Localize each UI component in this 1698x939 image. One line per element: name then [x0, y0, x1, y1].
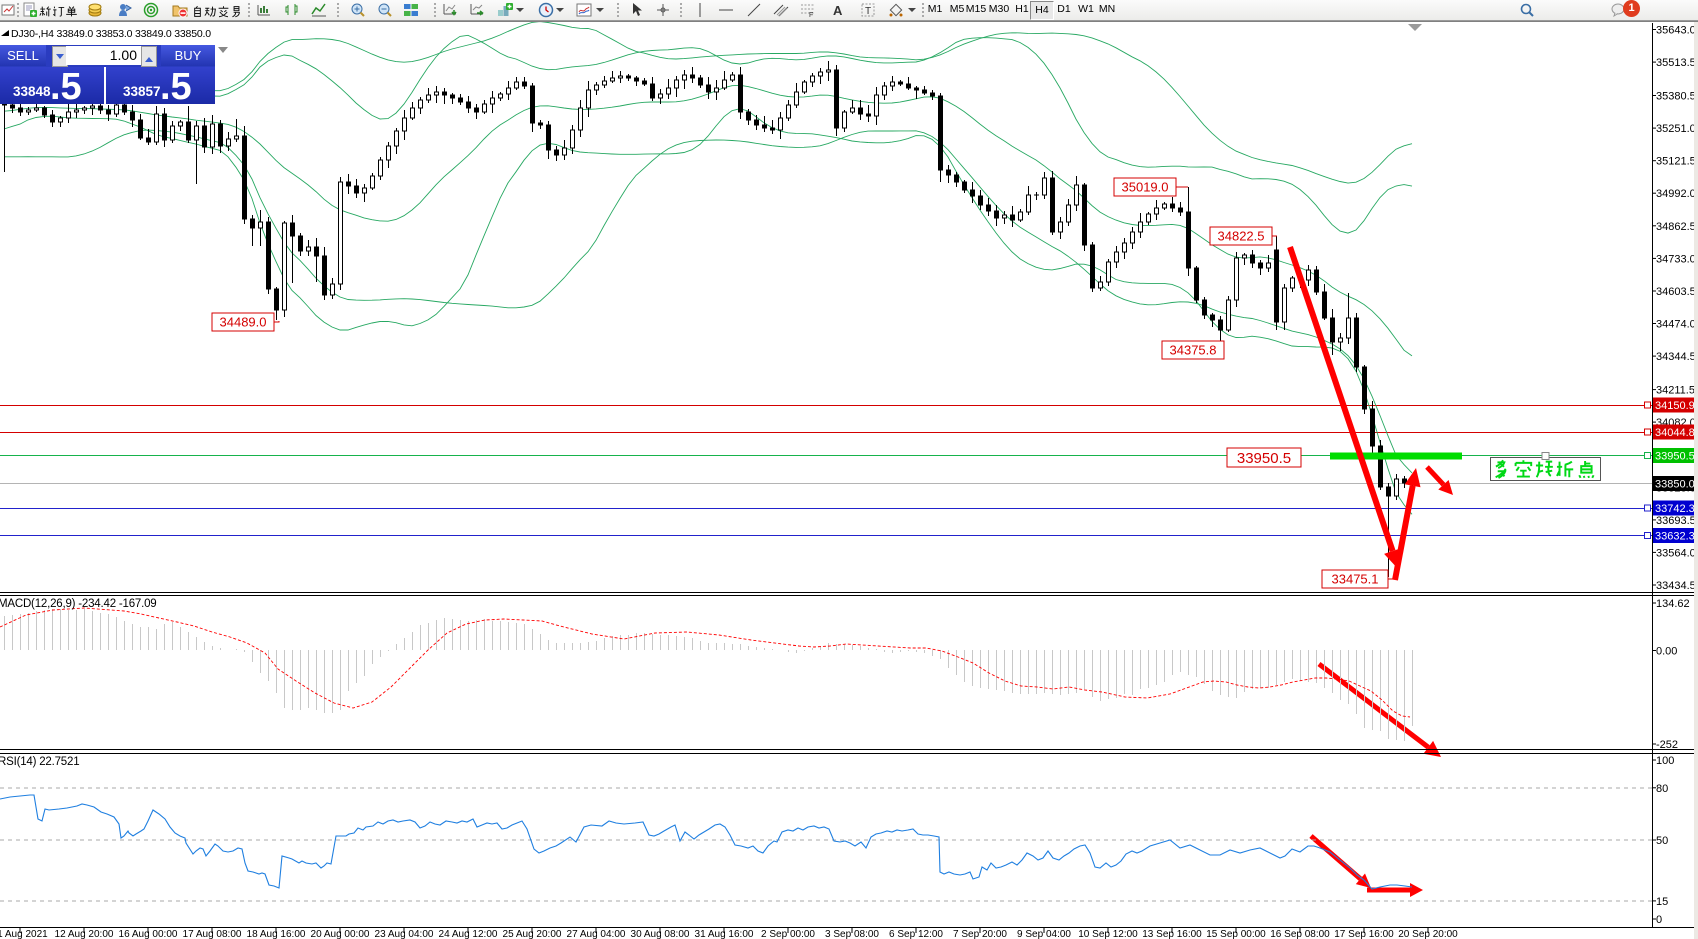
svg-text:7 Sep 20:00: 7 Sep 20:00: [953, 929, 1007, 939]
svg-text:0: 0: [1656, 914, 1662, 926]
svg-text:34822.5: 34822.5: [1218, 229, 1265, 244]
svg-text:34044.8: 34044.8: [1655, 427, 1695, 439]
svg-text:F: F: [809, 12, 813, 18]
svg-text:34992.0: 34992.0: [1656, 188, 1696, 200]
svg-text:33950.5: 33950.5: [1655, 451, 1695, 463]
svg-text:20 Aug 00:00: 20 Aug 00:00: [311, 929, 370, 939]
svg-text:50: 50: [1656, 835, 1668, 847]
svg-text:-252: -252: [1656, 739, 1678, 751]
svg-text:35019.0: 35019.0: [1122, 180, 1169, 195]
svg-text:134.62: 134.62: [1656, 598, 1690, 610]
svg-text:35121.5: 35121.5: [1656, 156, 1696, 168]
svg-text:RSI(14) 22.7521: RSI(14) 22.7521: [0, 756, 79, 768]
svg-text:15 Sep 00:00: 15 Sep 00:00: [1206, 929, 1266, 939]
svg-text:6 Sep 12:00: 6 Sep 12:00: [889, 929, 943, 939]
svg-text:18 Aug 16:00: 18 Aug 16:00: [247, 929, 306, 939]
svg-text:33434.5: 33434.5: [1656, 580, 1696, 592]
svg-text:16 Sep 08:00: 16 Sep 08:00: [1270, 929, 1330, 939]
svg-text:34344.5: 34344.5: [1656, 351, 1696, 363]
svg-text:35251.0: 35251.0: [1656, 123, 1696, 135]
svg-text:13 Sep 16:00: 13 Sep 16:00: [1142, 929, 1202, 939]
svg-text:20 Sep 20:00: 20 Sep 20:00: [1398, 929, 1458, 939]
svg-text:2 Sep 00:00: 2 Sep 00:00: [761, 929, 815, 939]
svg-text:25 Aug 20:00: 25 Aug 20:00: [503, 929, 562, 939]
svg-text:34474.0: 34474.0: [1656, 319, 1696, 331]
svg-text:33693.5: 33693.5: [1656, 515, 1696, 527]
svg-text:DJ30-,H4 33849.0 33853.0 3384: DJ30-,H4 33849.0 33853.0 33849.0 33850.0: [11, 28, 211, 40]
svg-text:34375.8: 34375.8: [1170, 343, 1217, 358]
svg-text:80: 80: [1656, 783, 1668, 795]
svg-text:17 Sep 16:00: 17 Sep 16:00: [1334, 929, 1394, 939]
svg-text:33850.0: 33850.0: [1655, 479, 1695, 491]
svg-text:23 Aug 04:00: 23 Aug 04:00: [375, 929, 434, 939]
svg-text:27 Aug 04:00: 27 Aug 04:00: [567, 929, 626, 939]
svg-text:34603.5: 34603.5: [1656, 286, 1696, 298]
svg-text:24 Aug 12:00: 24 Aug 12:00: [439, 929, 498, 939]
svg-text:33950.5: 33950.5: [1237, 450, 1291, 467]
svg-text:MACD(12,26,9) -234.42 -167.09: MACD(12,26,9) -234.42 -167.09: [0, 598, 157, 610]
svg-text:10 Sep 12:00: 10 Sep 12:00: [1078, 929, 1138, 939]
svg-text:33632.3: 33632.3: [1655, 531, 1695, 543]
svg-text:35513.5: 35513.5: [1656, 57, 1696, 69]
svg-text:3 Sep 08:00: 3 Sep 08:00: [825, 929, 879, 939]
svg-text:34150.9: 34150.9: [1655, 400, 1695, 412]
svg-text:31 Aug 16:00: 31 Aug 16:00: [695, 929, 754, 939]
svg-text:35380.5: 35380.5: [1656, 91, 1696, 103]
svg-text:16 Aug 00:00: 16 Aug 00:00: [119, 929, 178, 939]
svg-text:34211.5: 34211.5: [1656, 385, 1695, 397]
svg-text:T: T: [865, 6, 871, 17]
svg-text:34733.0: 34733.0: [1656, 253, 1696, 265]
svg-text:33564.0: 33564.0: [1656, 547, 1696, 559]
svg-text:12 Aug 20:00: 12 Aug 20:00: [55, 929, 114, 939]
svg-text:35643.0: 35643.0: [1656, 25, 1696, 37]
svg-text:34489.0: 34489.0: [220, 315, 267, 330]
svg-text:17 Aug 08:00: 17 Aug 08:00: [183, 929, 242, 939]
svg-text:33475.1: 33475.1: [1332, 572, 1379, 587]
svg-text:100: 100: [1656, 755, 1674, 767]
svg-text:34862.5: 34862.5: [1656, 221, 1696, 233]
svg-text:9 Sep 04:00: 9 Sep 04:00: [1017, 929, 1071, 939]
svg-text:11 Aug 2021: 11 Aug 2021: [0, 929, 48, 939]
svg-text:33742.3: 33742.3: [1655, 503, 1695, 515]
svg-text:30 Aug 08:00: 30 Aug 08:00: [631, 929, 690, 939]
svg-text:0.00: 0.00: [1656, 646, 1677, 658]
svg-text:15: 15: [1656, 896, 1668, 908]
